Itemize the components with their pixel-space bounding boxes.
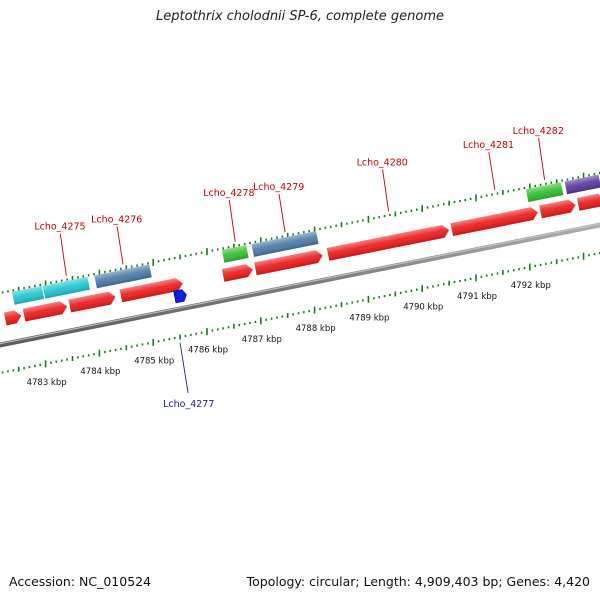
gene-feature[interactable] bbox=[68, 291, 117, 313]
gene-gloss bbox=[94, 264, 152, 289]
gene-feature[interactable] bbox=[254, 249, 324, 276]
gene-label: Lcho_4275 bbox=[34, 222, 85, 233]
gene-feature[interactable] bbox=[22, 300, 69, 322]
ruler-tick-label: 4791 kbp bbox=[457, 292, 497, 302]
gene-gloss bbox=[539, 199, 576, 219]
gene-feature[interactable] bbox=[251, 231, 319, 257]
gene-gloss bbox=[326, 224, 450, 261]
ruler-tick-label: 4786 kbp bbox=[188, 346, 228, 356]
gene-label: Lcho_4278 bbox=[203, 188, 254, 199]
gene-feature[interactable] bbox=[42, 276, 90, 299]
ruler-tick-label: 4783 kbp bbox=[27, 378, 67, 388]
ruler-layer: 4783 kbp 4784 kbp 4785 kbp 4786 kbp 4787 kbp… bbox=[1, 171, 600, 388]
ruler-tick-label: 4785 kbp bbox=[134, 356, 174, 366]
gene-gloss bbox=[221, 245, 249, 263]
gene-feature[interactable] bbox=[12, 286, 45, 305]
ruler-tick-label: 4788 kbp bbox=[296, 324, 336, 334]
gene-feature[interactable] bbox=[576, 193, 600, 211]
ruler-tick-label: 4787 kbp bbox=[242, 335, 282, 345]
gene-label: Lcho_4276 bbox=[91, 214, 142, 225]
gene-gloss bbox=[22, 301, 68, 322]
gene-gloss bbox=[68, 291, 116, 313]
gene-gloss bbox=[576, 193, 600, 211]
gene-label-leader bbox=[116, 226, 124, 265]
gene-label-leader bbox=[382, 169, 390, 212]
gene-gloss bbox=[251, 231, 319, 257]
gene-label: Lcho_4280 bbox=[357, 157, 408, 168]
accession-text: Accession: NC_010524 bbox=[9, 574, 152, 589]
gene-label-leader bbox=[278, 193, 286, 233]
gene-feature[interactable] bbox=[3, 309, 23, 326]
map-title: Leptothrix cholodnii SP-6, complete geno… bbox=[156, 9, 444, 24]
backbone-line bbox=[0, 222, 600, 348]
gene-feature[interactable] bbox=[525, 182, 564, 202]
gene-feature[interactable] bbox=[564, 174, 600, 195]
gene-gloss bbox=[42, 276, 90, 299]
gene-gloss bbox=[221, 264, 253, 282]
gene-feature[interactable] bbox=[221, 245, 249, 263]
genome-summary-text: Topology: circular; Length: 4,909,403 bp… bbox=[246, 574, 590, 589]
gene-shape bbox=[173, 289, 187, 304]
gene-feature[interactable] bbox=[119, 277, 184, 303]
gene-feature[interactable] bbox=[94, 264, 152, 289]
gene-feature[interactable] bbox=[326, 224, 451, 261]
gene-label: Lcho_4281 bbox=[463, 140, 514, 151]
gene-gloss bbox=[254, 250, 323, 276]
backbone-layer bbox=[0, 222, 600, 348]
ruler-tick-label: 4792 kbp bbox=[511, 281, 551, 291]
gene-gloss bbox=[119, 278, 183, 303]
ruler-tick-label: 4790 kbp bbox=[403, 303, 443, 313]
gene-feature[interactable] bbox=[539, 199, 577, 219]
ruler-tick-label: 4784 kbp bbox=[80, 367, 120, 377]
gene-label: Lcho_4282 bbox=[513, 126, 564, 137]
gene-label-leader bbox=[179, 342, 189, 394]
gene-gloss bbox=[525, 182, 564, 202]
gene-label-leader bbox=[228, 199, 236, 243]
gene-gloss bbox=[564, 174, 600, 195]
gene-label-leader bbox=[538, 138, 546, 181]
gene-feature[interactable] bbox=[450, 206, 540, 237]
gene-feature[interactable] bbox=[221, 263, 254, 282]
gene-label-leader bbox=[488, 151, 496, 191]
gene-layer bbox=[3, 174, 600, 326]
gene-gloss bbox=[450, 207, 538, 237]
gene-label-leader bbox=[59, 233, 67, 276]
backbone-highlight bbox=[0, 223, 600, 345]
gene-label: Lcho_4279 bbox=[253, 182, 304, 193]
gene-gloss bbox=[12, 286, 45, 305]
gene-feature[interactable] bbox=[173, 289, 188, 304]
ruler-tick-label: 4789 kbp bbox=[349, 313, 389, 323]
gene-gloss bbox=[3, 310, 22, 326]
gene-label: Lcho_4277 bbox=[163, 399, 214, 410]
